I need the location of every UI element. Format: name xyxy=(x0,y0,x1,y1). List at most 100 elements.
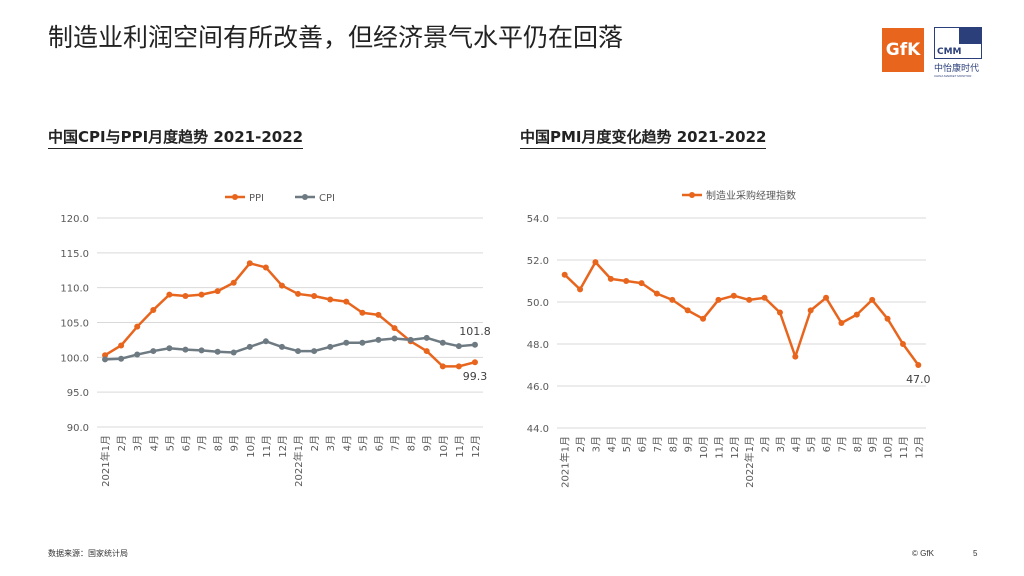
x-tick-label: 8月 xyxy=(667,436,679,452)
data-point xyxy=(134,323,141,330)
x-tick-label: 12月 xyxy=(277,435,289,458)
x-tick-label: 7月 xyxy=(836,436,848,452)
x-tick-label: 2月 xyxy=(116,435,128,451)
data-point xyxy=(700,315,707,322)
x-tick-label: 10月 xyxy=(698,436,710,459)
data-point xyxy=(343,298,350,305)
y-tick-label: 120.0 xyxy=(60,214,89,225)
data-point xyxy=(246,343,253,350)
data-point xyxy=(471,341,478,348)
data-point xyxy=(471,359,478,366)
x-tick-label: 5月 xyxy=(357,435,369,451)
y-tick-label: 100.0 xyxy=(60,353,89,364)
data-point xyxy=(343,339,350,346)
data-label: 47.0 xyxy=(906,373,931,386)
data-point xyxy=(295,348,302,355)
y-tick-label: 54.0 xyxy=(527,214,549,225)
data-point xyxy=(423,348,430,355)
x-tick-label: 7月 xyxy=(197,435,209,451)
data-point xyxy=(295,290,302,297)
x-tick-label: 9月 xyxy=(867,436,879,452)
data-point xyxy=(455,343,462,350)
data-point xyxy=(134,351,141,358)
x-tick-label: 4月 xyxy=(606,436,618,452)
x-tick-label: 8月 xyxy=(406,435,418,451)
data-point xyxy=(246,260,253,267)
x-tick-label: 4月 xyxy=(341,435,353,451)
page-title: 制造业利润空间有所改善，但经济景气水平仍在回落 xyxy=(48,23,624,52)
y-tick-label: 50.0 xyxy=(527,298,549,309)
x-tick-label: 2022年1月 xyxy=(292,435,305,487)
legend-marker xyxy=(232,194,238,200)
x-tick-label: 8月 xyxy=(213,435,225,451)
data-point xyxy=(730,292,737,299)
data-point xyxy=(653,290,660,297)
legend-label: 制造业采购经理指数 xyxy=(706,189,796,202)
x-tick-label: 11月 xyxy=(261,435,273,458)
x-tick-label: 3月 xyxy=(132,435,144,451)
gfk-logo: GfK xyxy=(882,28,924,72)
cmm-logo-mark: CMM xyxy=(934,27,982,59)
y-tick-label: 90.0 xyxy=(67,423,89,434)
cmm-logo: CMM 中怡康时代 CHINA MARKET MONITOR xyxy=(934,27,986,78)
data-point xyxy=(375,311,382,318)
data-point xyxy=(327,296,334,303)
x-tick-label: 12月 xyxy=(913,436,925,459)
data-point xyxy=(577,286,584,293)
cmm-logo-en: CHINA MARKET MONITOR xyxy=(934,74,972,78)
data-point xyxy=(198,291,205,298)
x-tick-label: 9月 xyxy=(229,435,241,451)
data-point xyxy=(607,275,614,282)
data-point xyxy=(359,309,366,316)
data-point xyxy=(715,296,722,303)
data-point xyxy=(214,288,221,295)
data-point xyxy=(776,309,783,316)
data-point xyxy=(230,349,237,356)
x-tick-label: 2022年1月 xyxy=(743,436,756,488)
data-point xyxy=(884,315,891,322)
y-tick-label: 105.0 xyxy=(60,319,89,330)
x-tick-label: 2021年1月 xyxy=(559,436,572,488)
legend-label: PPI xyxy=(249,193,264,204)
data-point xyxy=(102,356,109,363)
x-tick-label: 2021年1月 xyxy=(99,435,112,487)
data-point xyxy=(407,336,414,343)
data-point xyxy=(869,296,876,303)
legend-marker xyxy=(689,192,695,198)
data-point xyxy=(118,355,125,362)
data-point xyxy=(807,307,814,314)
data-point xyxy=(118,342,125,349)
data-point xyxy=(359,339,366,346)
x-tick-label: 5月 xyxy=(621,436,633,452)
data-point xyxy=(182,346,189,353)
data-point xyxy=(792,353,799,360)
y-tick-label: 46.0 xyxy=(527,382,549,393)
data-point xyxy=(230,279,237,286)
data-point xyxy=(823,294,830,301)
legend-marker xyxy=(302,194,308,200)
data-point xyxy=(915,362,922,368)
y-tick-label: 110.0 xyxy=(60,284,89,295)
x-tick-label: 10月 xyxy=(245,435,257,458)
data-point xyxy=(375,336,382,343)
data-label: 101.8 xyxy=(459,325,491,338)
data-point xyxy=(746,296,753,303)
x-tick-label: 4月 xyxy=(790,436,802,452)
data-point xyxy=(638,280,645,287)
cmm-logo-cn: 中怡康时代 xyxy=(934,64,980,74)
y-tick-label: 95.0 xyxy=(67,388,89,399)
data-point xyxy=(838,320,845,326)
data-point xyxy=(262,338,269,345)
x-tick-label: 11月 xyxy=(713,436,725,459)
data-point xyxy=(439,363,446,370)
data-point xyxy=(166,291,173,298)
x-tick-label: 3月 xyxy=(775,436,787,452)
data-source-note: 数据来源：国家统计局 xyxy=(48,549,128,558)
x-tick-label: 6月 xyxy=(821,436,833,452)
data-point xyxy=(262,264,269,271)
data-point xyxy=(455,363,462,370)
x-tick-label: 2月 xyxy=(575,436,587,452)
data-point xyxy=(278,343,285,350)
x-tick-label: 3月 xyxy=(325,435,337,451)
